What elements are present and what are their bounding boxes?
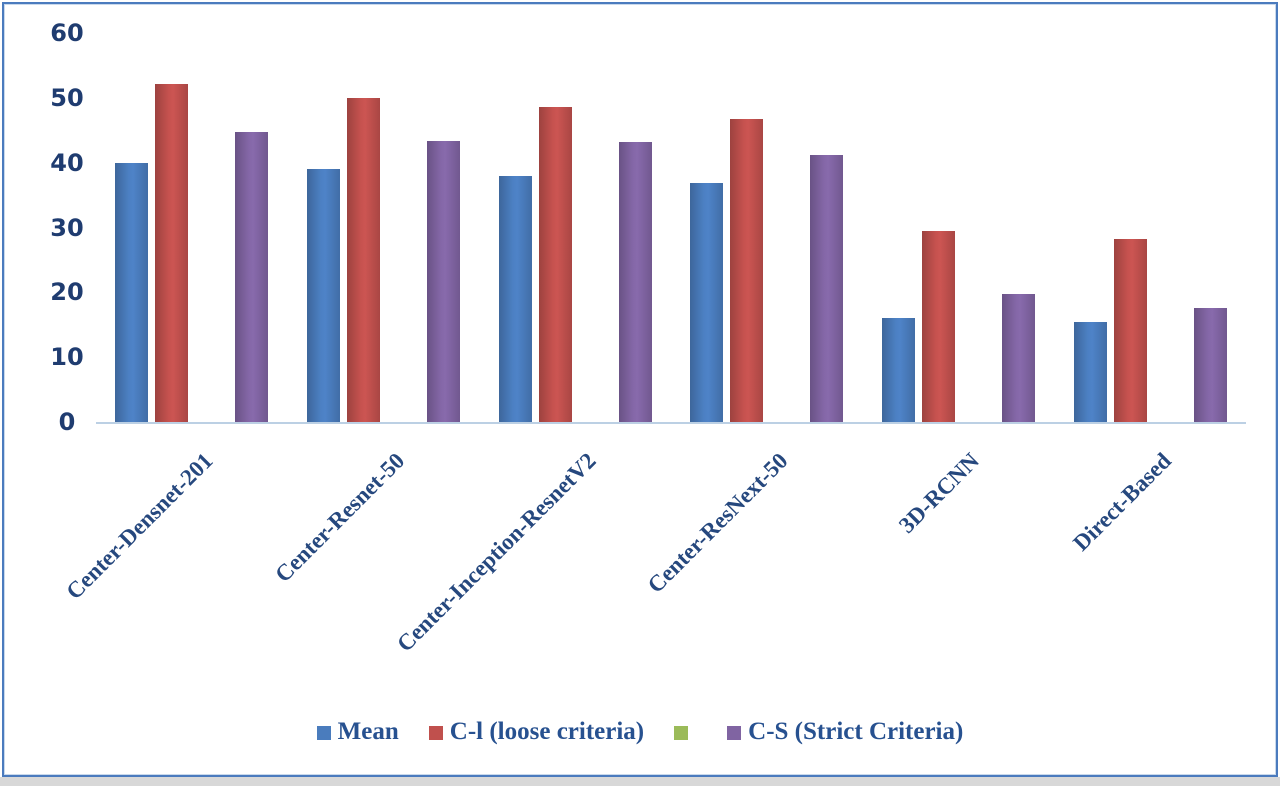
- bar-c-s: [235, 132, 269, 422]
- y-tick-label: 20: [50, 278, 84, 307]
- bar-c-l: [538, 106, 572, 422]
- bar-group: [863, 33, 1055, 422]
- x-axis-labels: Center-Densnet-201 Center-Resnet-50 Center…: [4, 4, 1276, 775]
- bar-group: [1054, 33, 1246, 422]
- bar-mean: [307, 169, 340, 422]
- bar-c-l: [1113, 238, 1147, 422]
- bar-mean: [882, 317, 916, 422]
- legend-swatch-icon: [316, 726, 331, 740]
- y-tick-label: 10: [50, 343, 84, 372]
- y-axis: 60 50 40 30 20 10 0: [4, 4, 96, 775]
- legend-swatch-icon: [428, 726, 443, 740]
- plot-area: [96, 33, 1246, 424]
- bar-mean: [498, 175, 532, 422]
- bar-c-s: [1002, 293, 1036, 422]
- bar-mean: [1073, 322, 1107, 422]
- bar-c-s: [810, 154, 844, 422]
- y-tick-label: 60: [50, 19, 84, 47]
- bar-mean: [115, 162, 149, 422]
- page-bottom-strip: [0, 777, 1280, 786]
- bar-c-l: [347, 97, 380, 422]
- legend-item: C-S (Strict Criteria): [727, 718, 963, 746]
- legend-label: C-l (loose criteria): [449, 718, 645, 745]
- legend-swatch-icon: [674, 726, 689, 740]
- bar-c-s: [427, 141, 460, 422]
- bar-c-l: [922, 231, 956, 422]
- legend-item: [674, 725, 697, 740]
- bar-group: [96, 33, 288, 422]
- bar-c-l: [730, 119, 764, 422]
- y-tick-label: 40: [50, 148, 84, 177]
- bar-group: [479, 33, 671, 422]
- legend: Mean C-l (loose criteria) C-S (Strict Crit…: [4, 706, 1276, 758]
- bar-mean: [690, 183, 724, 422]
- legend-item: Mean: [316, 718, 399, 746]
- bar-group: [288, 33, 480, 422]
- category-label: Center-Inception-ResnetV2: [392, 448, 601, 657]
- y-tick-label: 50: [50, 83, 84, 112]
- category-label: Center-ResNext-50: [642, 448, 793, 598]
- legend-label: C-S (Strict Criteria): [748, 718, 964, 745]
- bar-c-s: [618, 141, 652, 422]
- legend-swatch-icon: [727, 726, 742, 740]
- category-label: 3D-RCNN: [894, 448, 985, 538]
- legend-label: Mean: [337, 718, 399, 745]
- category-label: Center-Densnet-201: [61, 448, 218, 605]
- legend-item: C-l (loose criteria): [428, 718, 645, 746]
- bar-c-s: [1193, 307, 1227, 422]
- y-tick-label: 0: [58, 408, 76, 436]
- bar-c-l: [155, 83, 189, 422]
- bar-group: [671, 33, 863, 422]
- y-tick-label: 30: [50, 213, 84, 242]
- category-label: Center-Resnet-50: [270, 448, 410, 588]
- category-label: Direct-Based: [1068, 448, 1176, 556]
